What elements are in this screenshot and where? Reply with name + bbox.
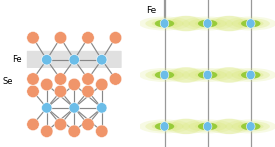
Circle shape [69, 103, 79, 113]
Circle shape [54, 73, 67, 85]
Circle shape [160, 19, 169, 28]
Text: Fe: Fe [146, 6, 156, 15]
Circle shape [27, 73, 39, 85]
Circle shape [54, 32, 67, 44]
Ellipse shape [225, 17, 275, 31]
Ellipse shape [139, 119, 190, 133]
Circle shape [54, 118, 67, 131]
Ellipse shape [241, 20, 260, 27]
Ellipse shape [238, 123, 263, 130]
Ellipse shape [139, 17, 190, 31]
Ellipse shape [198, 123, 217, 130]
Ellipse shape [182, 119, 233, 133]
Ellipse shape [152, 123, 177, 130]
Circle shape [41, 125, 53, 137]
Ellipse shape [241, 71, 260, 79]
Circle shape [41, 78, 53, 91]
Circle shape [109, 73, 122, 85]
Text: Se: Se [3, 77, 13, 86]
Ellipse shape [182, 17, 233, 31]
Ellipse shape [195, 123, 221, 130]
FancyBboxPatch shape [27, 51, 122, 68]
Ellipse shape [208, 67, 251, 83]
Circle shape [27, 118, 39, 131]
Ellipse shape [241, 123, 260, 130]
Circle shape [109, 32, 122, 44]
Circle shape [246, 70, 255, 80]
Circle shape [97, 55, 107, 65]
Ellipse shape [232, 18, 270, 29]
Circle shape [82, 73, 94, 85]
Ellipse shape [188, 18, 227, 29]
Ellipse shape [208, 16, 251, 31]
Circle shape [96, 125, 108, 137]
Ellipse shape [238, 20, 263, 27]
Text: Fe: Fe [12, 55, 21, 64]
Ellipse shape [232, 70, 270, 80]
Ellipse shape [225, 68, 275, 82]
Ellipse shape [152, 20, 177, 27]
Circle shape [203, 19, 212, 28]
Ellipse shape [232, 121, 270, 132]
Ellipse shape [225, 119, 275, 133]
Circle shape [160, 122, 169, 131]
Circle shape [246, 19, 255, 28]
Circle shape [96, 78, 108, 91]
Circle shape [203, 70, 212, 80]
Circle shape [42, 103, 52, 113]
Circle shape [82, 118, 94, 131]
Ellipse shape [195, 71, 221, 78]
Ellipse shape [208, 119, 251, 134]
Ellipse shape [164, 67, 208, 83]
Ellipse shape [164, 119, 208, 134]
Ellipse shape [145, 70, 184, 80]
Ellipse shape [164, 16, 208, 31]
Ellipse shape [195, 20, 221, 27]
Circle shape [27, 32, 39, 44]
Ellipse shape [145, 18, 184, 29]
Ellipse shape [145, 121, 184, 132]
Circle shape [82, 32, 94, 44]
Circle shape [97, 103, 107, 113]
Circle shape [203, 122, 212, 131]
Circle shape [68, 125, 80, 137]
Ellipse shape [139, 68, 190, 82]
Ellipse shape [214, 119, 245, 134]
Circle shape [54, 85, 67, 98]
Ellipse shape [152, 71, 177, 78]
Ellipse shape [182, 68, 233, 82]
Ellipse shape [188, 70, 227, 80]
Circle shape [68, 78, 80, 91]
Circle shape [42, 55, 52, 65]
Ellipse shape [155, 123, 174, 130]
Ellipse shape [155, 20, 174, 27]
Ellipse shape [188, 121, 227, 132]
Ellipse shape [170, 119, 202, 134]
Circle shape [246, 122, 255, 131]
Ellipse shape [170, 16, 202, 31]
Circle shape [27, 85, 39, 98]
Ellipse shape [170, 67, 202, 83]
Circle shape [69, 55, 79, 65]
Ellipse shape [155, 71, 174, 79]
Ellipse shape [214, 67, 245, 83]
Circle shape [160, 70, 169, 80]
Ellipse shape [198, 71, 217, 79]
Circle shape [82, 85, 94, 98]
Ellipse shape [198, 20, 217, 27]
Ellipse shape [214, 16, 245, 31]
Ellipse shape [238, 71, 263, 78]
